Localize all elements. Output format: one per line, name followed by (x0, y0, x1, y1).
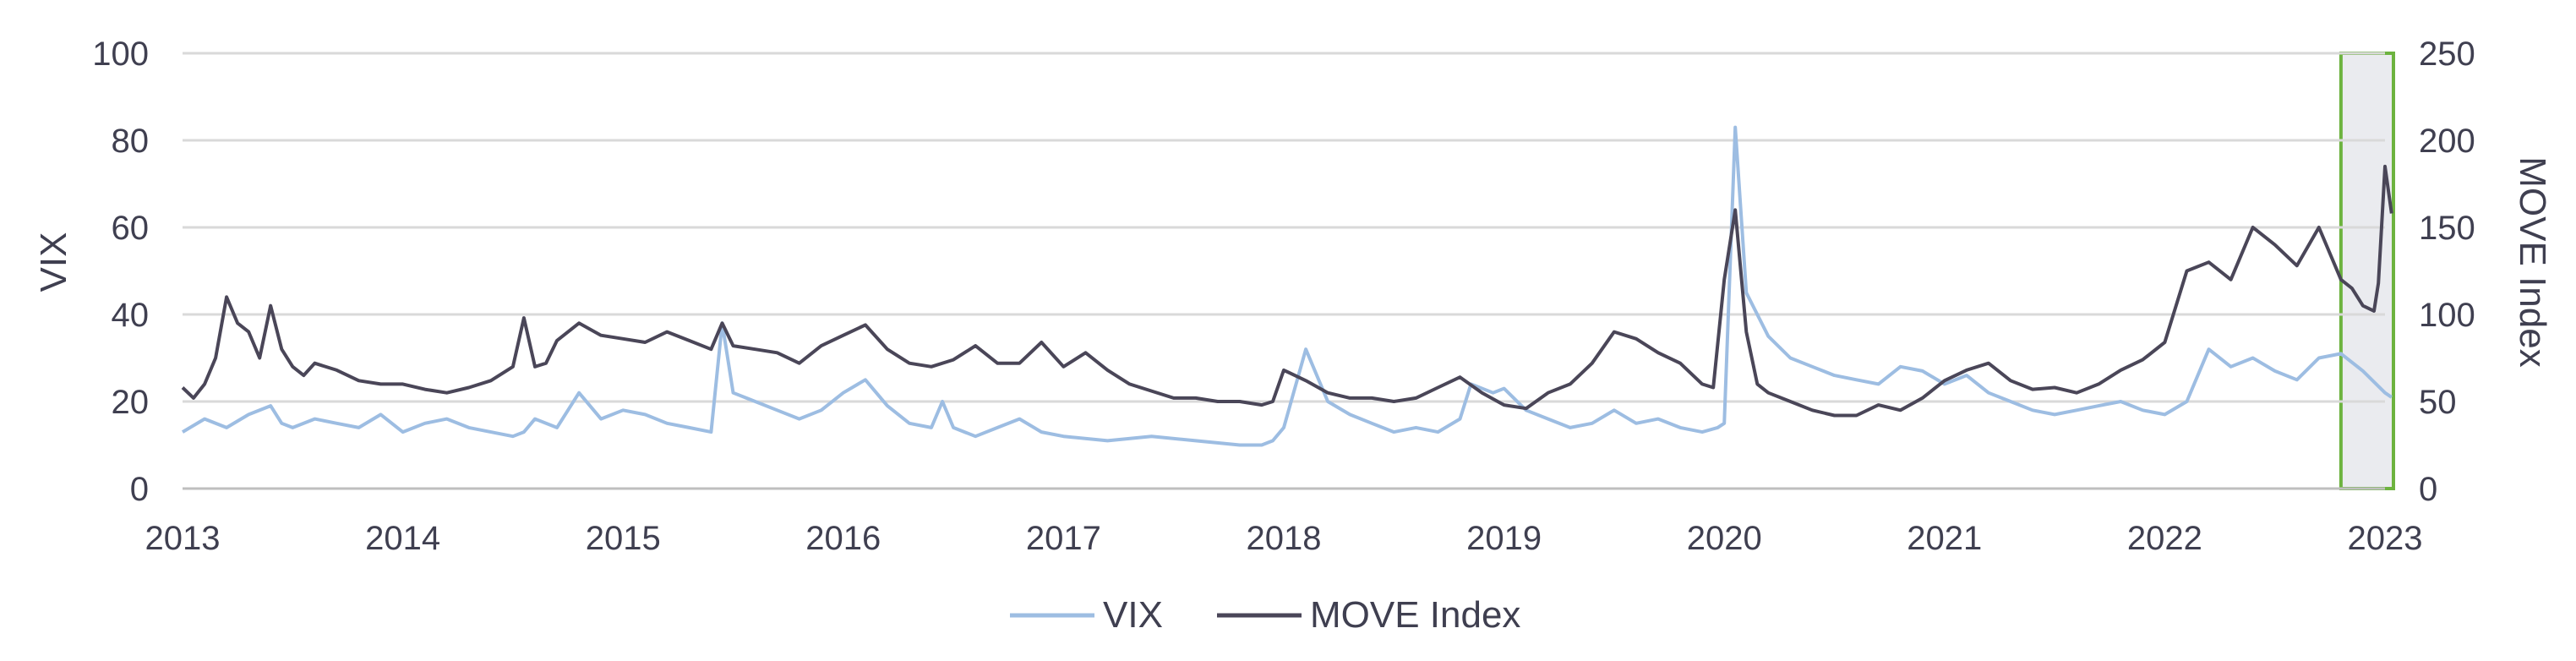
y-tick-label: 100 (92, 36, 149, 73)
legend: VIX MOVE Index (1010, 594, 1520, 636)
series-line-vix (181, 125, 2393, 447)
legend-label-move-index: MOVE Index (1310, 594, 1520, 636)
y-tick-label: 40 (112, 297, 150, 334)
y-tick-label: 60 (112, 210, 150, 247)
highlight-box (2339, 52, 2395, 490)
x-tick-label: 2019 (1466, 520, 1542, 557)
highlight-region (2339, 52, 2395, 490)
y2-tick-label: 100 (2419, 297, 2475, 334)
x-tick-label: 2013 (145, 520, 221, 557)
x-tick-label: 2018 (1247, 520, 1322, 557)
y2-tick-label: 50 (2419, 384, 2457, 421)
y2-tick-label: 250 (2419, 36, 2475, 73)
x-tick-label: 2016 (805, 520, 881, 557)
x-axis-ticks: 2013 2014 2015 2016 2017 2018 2019 2020 2021 2022… (145, 520, 2423, 557)
left-axis-ticks: 0 20 40 60 80 100 (92, 36, 149, 508)
y-tick-label: 20 (112, 384, 150, 421)
series-line-move-index (181, 164, 2393, 418)
x-tick-label: 2015 (586, 520, 661, 557)
x-tick-label: 2014 (365, 520, 440, 557)
right-axis-ticks: 0 50 100 150 200 250 (2419, 36, 2475, 508)
y2-tick-label: 200 (2419, 123, 2475, 160)
y-axis-label: VIX (33, 232, 74, 292)
grid (183, 52, 2385, 490)
y-tick-label: 0 (130, 471, 149, 508)
x-tick-label: 2022 (2127, 520, 2202, 557)
x-tick-label: 2023 (2348, 520, 2423, 557)
y2-tick-label: 150 (2419, 210, 2475, 247)
series-layer (181, 125, 2393, 447)
x-tick-label: 2021 (1907, 520, 1982, 557)
y-tick-label: 80 (112, 123, 150, 160)
y2-axis-label: MOVE Index (2512, 156, 2553, 367)
y2-tick-label: 0 (2419, 471, 2437, 508)
x-tick-label: 2020 (1687, 520, 1762, 557)
x-tick-label: 2017 (1026, 520, 1101, 557)
legend-label-vix: VIX (1103, 594, 1163, 636)
